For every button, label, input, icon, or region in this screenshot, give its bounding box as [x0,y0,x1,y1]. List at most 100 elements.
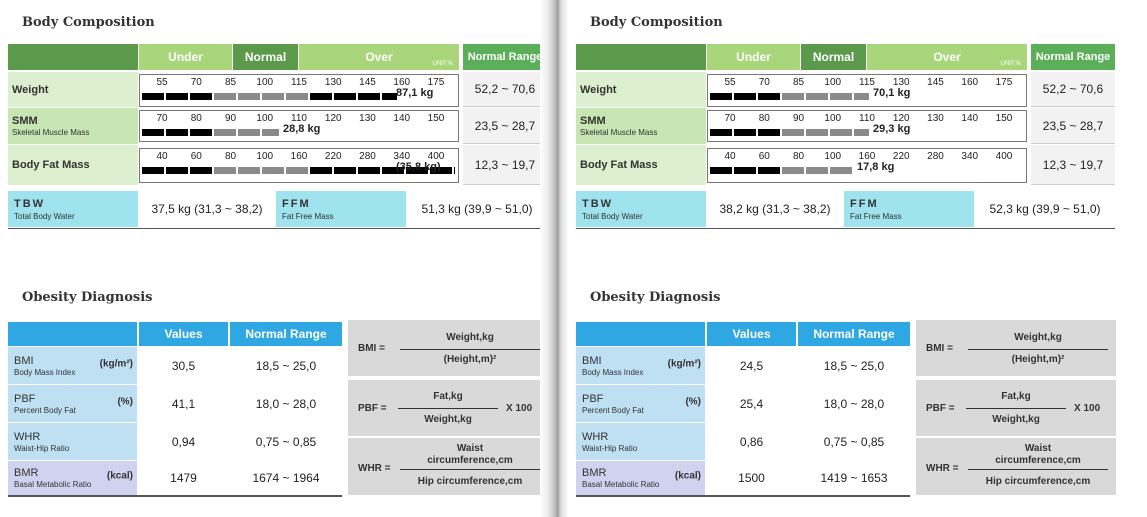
bmr-value: 1500 [707,461,796,495]
bar-segment [214,129,236,136]
scale-tick-label: 85 [792,77,805,88]
scale-tick-label: 40 [724,151,736,162]
bmr-label: BMR Basal Metabolic Ratio (kcal) [8,461,137,495]
scale-tick-label: 100 [824,77,842,88]
bar-segment [142,93,164,100]
bar-segment [286,93,308,100]
scale-tick-label: 70 [190,77,202,88]
obesity-diagnosis-title: Obesity Diagnosis [22,290,153,305]
bar-segment [190,167,212,174]
bar-segment [262,93,284,100]
scale-tick-label: 80 [792,151,805,162]
obesity-normal-range-header: Normal Range [230,322,342,346]
bodyfat-row-label: Body Fat Mass [576,145,706,185]
scale-tick-label: 90 [792,113,805,124]
bar-segment [190,93,212,100]
scale-tick-label: 80 [758,113,770,124]
scale-tick-label: 150 [427,113,445,124]
pbf-formula: PBF = Fat,kg Weight,kg X 100 [348,380,548,436]
smm-normal-range: 23,5 ~ 28,7 [1031,108,1115,144]
tbw-bottom-rule [576,228,1115,229]
bodyfat-bar [140,167,457,174]
weight-normal-range: 52,2 ~ 70,6 [463,72,547,107]
bar-segment [382,93,397,100]
over-header: Over UNIT:% [299,44,459,70]
bar-segment [142,129,164,136]
bmr-normal-range: 1419 ~ 1653 [798,461,910,495]
smm-row-label: SMM Skeletal Muscle Mass [576,108,706,144]
bar-segment [806,93,828,100]
whr-formula: WHR = Waist circumference,cm Hip circumf… [916,438,1116,495]
scale-tick-label: 60 [190,151,202,162]
scale-tick-label: 100 [824,113,842,124]
obesity-bottom-rule [576,495,910,497]
scale-tick-label: 120 [892,113,910,124]
whr-value: 0,94 [139,423,228,460]
smm-row-label: SMM Skeletal Muscle Mass [8,108,138,144]
weight-scale: 55 70 85 100 115 130 145 160 175 87,1 kg [139,74,459,107]
bmi-value: 30,5 [139,347,228,384]
obesity-diagnosis-title: Obesity Diagnosis [590,290,721,305]
bar-segment [758,93,780,100]
scale-tick-label: 100 [256,151,274,162]
obesity-bottom-rule [8,495,342,497]
bar-segment [238,93,260,100]
scale-tick-label: 40 [156,151,168,162]
unit-label: UNIT:% [1000,61,1021,67]
scale-tick-label: 145 [927,77,944,88]
scale-tick-label: 130 [892,77,910,88]
scale-tick-label: 340 [961,151,979,162]
bmi-formula: BMI = Weight,kg (Height,m)² [916,320,1116,376]
under-header: Under [139,44,232,70]
body-composition-title: Body Composition [22,15,155,30]
smm-scale: 70 80 90 100 110 120 130 140 150 29,3 kg [707,110,1027,142]
bar-segment [310,167,332,174]
scale-tick-label: 140 [961,113,979,124]
bmi-label: BMI Body Mass Index (kg/m²) [8,347,137,384]
scale-tick-label: 115 [859,77,875,88]
bar-segment [334,93,356,100]
bar-segment [782,167,804,174]
bmi-normal-range: 18,5 ~ 25,0 [230,347,342,384]
scale-tick-label: 160 [393,77,411,88]
tbw-bottom-rule [8,228,547,229]
bmi-formula: BMI = Weight,kg (Height,m)² [348,320,548,376]
scale-tick-label: 80 [224,151,237,162]
bodyfat-bar [708,167,855,174]
bar-segment [166,167,188,174]
smm-normal-range: 23,5 ~ 28,7 [463,108,547,144]
bar-segment [806,167,828,174]
normal-range-header: Normal Range [463,44,547,70]
ffm-value: 52,3 kg (39,9 ~ 51,0) [975,191,1115,227]
obesity-normal-range-header: Normal Range [798,322,910,346]
scale-tick-label: 220 [324,151,342,162]
normal-header: Normal [801,44,866,70]
pbf-value: 25,4 [707,385,796,422]
bar-segment [854,129,869,136]
weight-bar-value: 70,1 kg [873,87,911,99]
bar-segment [710,129,732,136]
scale-tick-label: 160 [961,77,979,88]
bar-segment [166,93,188,100]
label-column-header [576,44,706,70]
bmr-label: BMR Basal Metabolic Ratio (kcal) [576,461,705,495]
weight-bar [708,93,871,100]
whr-normal-range: 0,75 ~ 0,85 [230,423,342,460]
body-composition-title: Body Composition [590,15,723,30]
whr-label: WHR Waist-Hip Ratio [576,423,705,460]
over-header: Over UNIT:% [867,44,1027,70]
weight-row-label: Weight [8,72,138,107]
scale-tick-label: 120 [324,113,342,124]
scale-tick-label: 110 [291,113,307,124]
bmi-normal-range: 18,5 ~ 25,0 [798,347,910,384]
scale-tick-label: 400 [427,151,445,162]
scale-tick-label: 100 [824,151,842,162]
tbw-value: 37,5 kg (31,3 ~ 38,2) [139,191,275,227]
scale-tick-label: 140 [393,113,411,124]
bar-segment [758,129,780,136]
bar-segment [854,93,869,100]
scale-tick-label: 55 [156,77,168,88]
bar-segment [830,129,852,136]
bar-segment [142,167,164,174]
normal-range-header: Normal Range [1031,44,1115,70]
